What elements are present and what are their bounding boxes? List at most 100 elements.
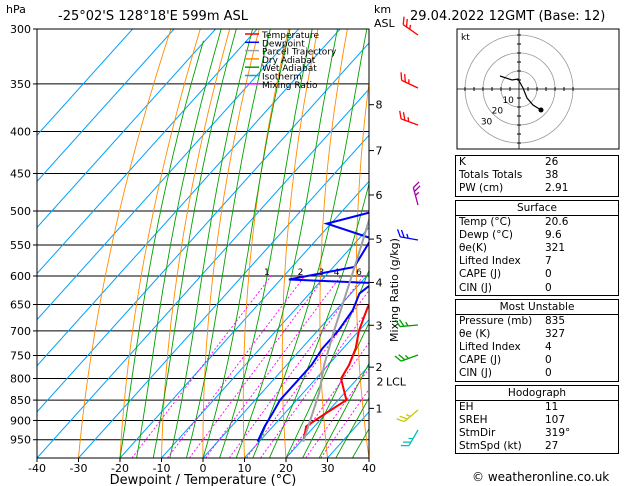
barb-feather: [399, 110, 402, 119]
isotherm-line: [161, 226, 369, 458]
mixing-ratio-value: 20: [425, 268, 437, 278]
wind-barb: [402, 16, 419, 36]
barb-feather: [402, 16, 405, 25]
wind-barb: [394, 319, 419, 328]
p-tick-label: 700: [10, 325, 31, 338]
surface-row: Temp (°C) 20.6: [456, 216, 618, 229]
barb-feather: [413, 185, 421, 192]
mixing-ratio-value: 2: [298, 268, 304, 278]
series-line: [302, 216, 369, 442]
surface-table: Surface Temp (°C) 20.6 Dewp (°C) 9.6 θe(K)…: [455, 199, 619, 296]
km-axis-unit-asl: ASL: [374, 17, 396, 30]
dry-adiabat-line: [242, 29, 290, 458]
hodograph-ring-label: 30: [481, 117, 493, 127]
dry-adiabat-line: [161, 29, 231, 458]
isotherm-line: [37, 29, 299, 321]
hodograph-ring-label: 20: [492, 107, 504, 117]
km-tick-label: 4: [376, 276, 383, 289]
lcl-label: LCL: [386, 376, 407, 389]
p-tick-label: 950: [10, 434, 31, 447]
indices-panel: K 26 Totals Totals 38 PW (cm) 2.91 Surface …: [455, 155, 619, 457]
row-name: Dewp (°C): [459, 228, 513, 241]
surface-row: Lifted Index 7: [456, 255, 618, 268]
surface-row: Dewp (°C) 9.6: [456, 229, 618, 242]
barb-feather: [403, 73, 406, 83]
barb-feather: [400, 72, 403, 81]
isotherm-line: [202, 272, 369, 458]
hodograph-table: Hodograph EH 11 SREH 107 StmDir 319° StmSpd…: [455, 384, 619, 455]
row-name: CAPE (J): [459, 354, 502, 367]
p-tick-label: 300: [10, 23, 31, 36]
chart-title-left: -25°02'S 128°18'E 599m ASL: [58, 9, 249, 24]
isotherm-line: [37, 42, 369, 413]
barb-feather: [398, 319, 405, 327]
hodograph-title: Hodograph: [456, 386, 618, 401]
series-line: [302, 302, 369, 442]
barb-feather: [409, 24, 412, 30]
hodograph-storm-motion: [538, 107, 544, 113]
row-name: CAPE (J): [459, 268, 502, 281]
row-value: 27: [545, 440, 559, 453]
wind-barb: [400, 72, 419, 89]
isotherm-line: [37, 29, 133, 136]
isotherm-line: [244, 318, 369, 458]
x-tick-label: 30: [321, 462, 335, 475]
row-name: SREH: [459, 413, 488, 426]
wind-barb: [394, 354, 419, 362]
barb-feather: [407, 117, 410, 122]
barb-feather: [396, 418, 405, 423]
isotherm-line: [285, 365, 369, 458]
x-tick-label: -10: [153, 462, 171, 475]
hodo-row: StmDir 319°: [456, 427, 618, 440]
dry-adiabat-line: [119, 29, 201, 458]
legend-label: Isotherm: [262, 73, 302, 83]
wet-adiabat-line: [252, 29, 368, 458]
row-value: 0: [545, 367, 552, 380]
barb-feather: [396, 229, 401, 238]
barb-feather: [402, 441, 412, 443]
row-value: 9.6: [545, 228, 562, 241]
mixing-ratio-line: [286, 341, 369, 458]
x-tick-label: -40: [28, 462, 46, 475]
isotherm-line: [78, 134, 369, 458]
lcl-km-label: 2: [377, 376, 384, 389]
mu-row: CIN (J) 0: [456, 367, 618, 380]
wet-adiabat-line: [185, 29, 271, 458]
barb-feather: [404, 354, 410, 359]
basic-indices-table: K 26 Totals Totals 38 PW (cm) 2.91: [455, 155, 619, 197]
p-tick-label: 850: [10, 394, 31, 407]
row-name: StmSpd (kt): [459, 440, 522, 453]
mu-row: θe (K) 327: [456, 328, 618, 341]
barb-feather: [408, 79, 410, 84]
surface-row: θe(K) 321: [456, 242, 618, 255]
row-value: 0: [545, 354, 552, 367]
row-name: Lifted Index: [459, 255, 521, 268]
barb-staff: [401, 79, 419, 89]
row-name: StmDir: [459, 427, 496, 439]
legend-label: Wet Adiabat: [262, 64, 317, 74]
x-tick-label: 10: [238, 462, 252, 475]
row-value: 321: [545, 241, 566, 254]
index-row-pw: PW (cm) 2.91: [456, 182, 618, 195]
row-value: 7: [545, 255, 552, 268]
barb-staff: [400, 324, 419, 328]
barb-feather: [400, 229, 405, 238]
barb-feather: [400, 444, 410, 447]
p-tick-label: 600: [10, 270, 31, 283]
mixing-ratio-line: [205, 275, 342, 458]
row-name: θe (K): [459, 327, 491, 340]
barb-feather: [406, 233, 409, 239]
p-tick-label: 650: [10, 299, 31, 312]
wind-barb: [400, 429, 419, 447]
index-value: 26: [545, 156, 559, 168]
mixing-ratio-line: [131, 275, 272, 458]
mu-row: CAPE (J) 0: [456, 354, 618, 367]
mu-row: Pressure (mb) 835: [456, 315, 618, 328]
barb-feather: [405, 18, 408, 28]
isotherm-line: [37, 29, 175, 183]
barb-feather: [408, 437, 414, 440]
wind-barb: [412, 181, 421, 206]
barb-feather: [394, 355, 402, 362]
legend-label: Dry Adiabat: [262, 56, 316, 66]
